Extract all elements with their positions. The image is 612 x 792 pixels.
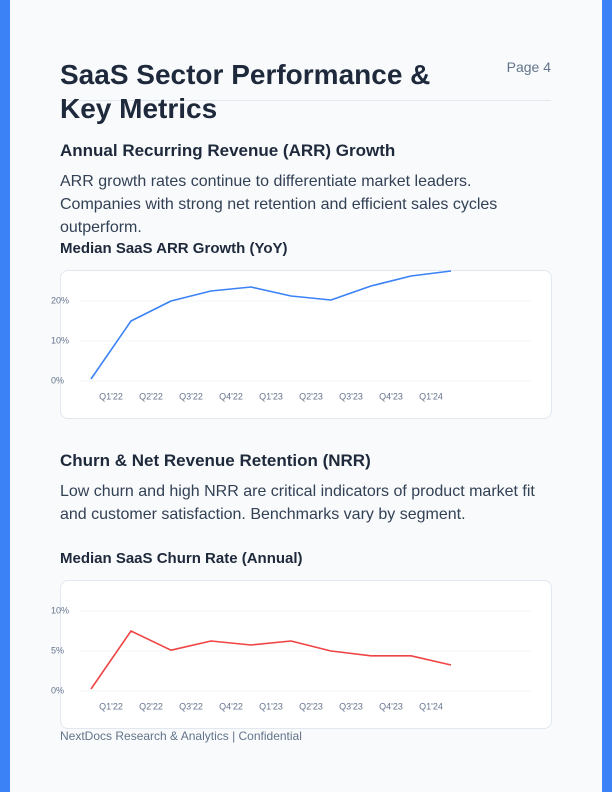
x-tick-label: Q3'23	[339, 701, 363, 711]
x-tick-label: Q2'22	[139, 391, 163, 401]
section-text: ARR growth rates continue to differentia…	[60, 173, 498, 236]
y-tick-label: 20%	[51, 295, 69, 305]
x-tick-label: Q2'22	[139, 701, 163, 711]
y-tick-label: 0%	[51, 685, 64, 695]
x-tick-label: Q3'23	[339, 391, 363, 401]
x-tick-label: Q4'23	[379, 701, 403, 711]
chart: 0% 10% 20% Q1'22 Q2'22 Q3'22 Q4'22 Q1'23 Q2'23 Q3…	[51, 270, 531, 401]
x-tick-label: Q2'23	[299, 391, 323, 401]
chart-card: 0% 5% 10% Q1'22 Q2'22 Q3'22 Q4'22 Q1'23 Q2'23 Q3'…	[51, 580, 552, 729]
section-heading: Annual Recurring Revenue (ARR) Growth	[60, 141, 396, 160]
chart-title: Median SaaS Churn Rate (Annual)	[60, 550, 303, 567]
footer: NextDocs Research & Analytics | Confiden…	[60, 729, 302, 743]
right-border	[602, 0, 612, 792]
y-tick-label: 10%	[51, 605, 69, 615]
x-tick-label: Q4'22	[219, 391, 243, 401]
x-tick-label: Q1'23	[259, 701, 283, 711]
chart-card: 0% 10% 20% Q1'22 Q2'22 Q3'22 Q4'22 Q1'23 Q2'23 Q3…	[51, 270, 552, 419]
x-tick-label: Q1'22	[99, 701, 123, 711]
x-tick-label: Q3'22	[179, 701, 203, 711]
left-border	[0, 0, 10, 792]
y-tick-label: 0%	[51, 375, 64, 385]
header-rule	[60, 100, 551, 101]
page-number: Page 4	[506, 59, 551, 75]
x-tick-label: Q1'22	[99, 391, 123, 401]
y-tick-label: 10%	[51, 335, 69, 345]
y-tick-label: 5%	[51, 645, 64, 655]
line	[90, 630, 452, 690]
x-tick-label: Q4'23	[379, 391, 403, 401]
x-tick-label: Q4'22	[219, 701, 243, 711]
x-tick-label: Q3'22	[179, 391, 203, 401]
line	[90, 270, 452, 380]
x-tick-label: Q1'24	[419, 391, 443, 401]
chart-title: Median SaaS ARR Growth (YoY)	[60, 240, 288, 257]
page-title: SaaS Sector Performance & Key Metrics	[60, 59, 431, 124]
x-tick-label: Q1'24	[419, 701, 443, 711]
chart: 0% 5% 10% Q1'22 Q2'22 Q3'22 Q4'22 Q1'23 Q2'23 Q3'…	[51, 605, 531, 711]
section-text: Low churn and high NRR are critical indi…	[60, 483, 535, 523]
x-tick-label: Q1'23	[259, 391, 283, 401]
x-tick-label: Q2'23	[299, 701, 323, 711]
section-heading: Churn & Net Revenue Retention (NRR)	[60, 451, 371, 470]
